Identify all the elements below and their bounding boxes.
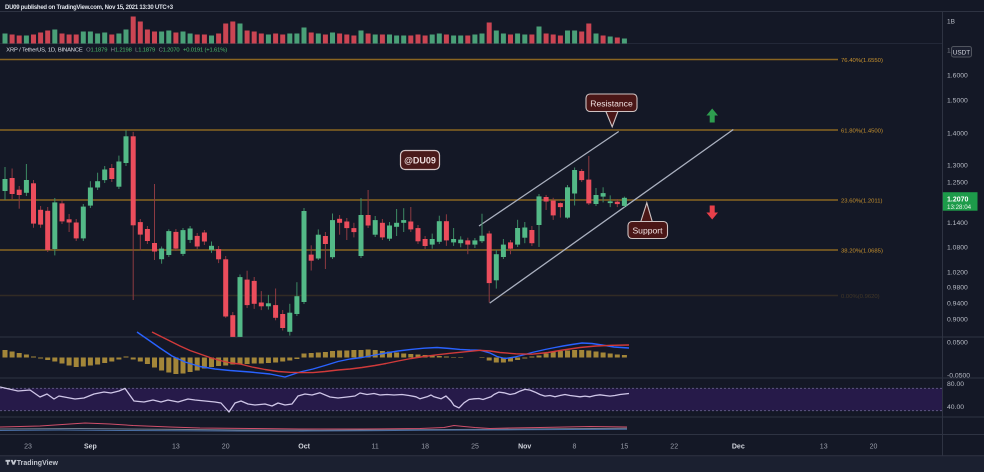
- svg-text:15: 15: [621, 444, 629, 451]
- svg-text:13:28:04: 13:28:04: [947, 204, 972, 211]
- svg-text:0.9000: 0.9000: [947, 316, 968, 323]
- svg-text:20: 20: [870, 444, 878, 451]
- svg-text:0.9400: 0.9400: [947, 300, 968, 307]
- svg-text:@DU09: @DU09: [404, 156, 436, 166]
- svg-text:Sep: Sep: [84, 444, 97, 451]
- svg-text:80.00: 80.00: [947, 381, 964, 388]
- svg-text:23: 23: [24, 444, 32, 451]
- svg-text:1.0200: 1.0200: [947, 269, 968, 276]
- svg-text:Resistance: Resistance: [590, 99, 633, 109]
- svg-text:1.6000: 1.6000: [947, 72, 968, 79]
- svg-text:8: 8: [573, 444, 577, 451]
- svg-text:1.4000: 1.4000: [947, 130, 968, 137]
- svg-text:11: 11: [372, 444, 379, 451]
- svg-text:Dec: Dec: [732, 444, 745, 451]
- svg-text:Oct: Oct: [298, 444, 310, 451]
- svg-text:1.0800: 1.0800: [947, 244, 968, 251]
- svg-text:22: 22: [670, 444, 678, 451]
- svg-text:18: 18: [421, 444, 429, 451]
- svg-text:23.60%(1.2011): 23.60%(1.2011): [841, 198, 883, 204]
- svg-text:20: 20: [222, 444, 230, 451]
- svg-text:1.2070: 1.2070: [947, 196, 969, 203]
- svg-text:13: 13: [172, 444, 180, 451]
- svg-text:1B: 1B: [947, 19, 955, 26]
- svg-text:1.3000: 1.3000: [947, 162, 968, 169]
- svg-text:0.00%(0.9620): 0.00%(0.9620): [841, 294, 880, 300]
- svg-text:40.00: 40.00: [947, 404, 964, 411]
- svg-text:0.0500: 0.0500: [947, 339, 968, 346]
- svg-text:Support: Support: [632, 226, 663, 236]
- svg-text:1.1400: 1.1400: [947, 220, 968, 227]
- svg-text:-0.0500: -0.0500: [947, 372, 970, 379]
- svg-text:1.2500: 1.2500: [947, 179, 968, 186]
- svg-text:TradingView: TradingView: [17, 460, 59, 467]
- svg-text:DU09 published on TradingView.: DU09 published on TradingView.com, Nov 1…: [5, 5, 174, 11]
- svg-text:13: 13: [820, 444, 828, 451]
- svg-text:76.40%(1.6550): 76.40%(1.6550): [841, 58, 883, 64]
- svg-text:Nov: Nov: [518, 444, 531, 451]
- svg-text:25: 25: [471, 444, 479, 451]
- svg-text:38.20%(1.0685): 38.20%(1.0685): [841, 248, 883, 254]
- svg-text:USDT: USDT: [953, 49, 970, 56]
- svg-text:0.9800: 0.9800: [947, 284, 968, 291]
- svg-text:1.5000: 1.5000: [947, 97, 968, 104]
- svg-text:61.80%(1.4500): 61.80%(1.4500): [841, 128, 883, 134]
